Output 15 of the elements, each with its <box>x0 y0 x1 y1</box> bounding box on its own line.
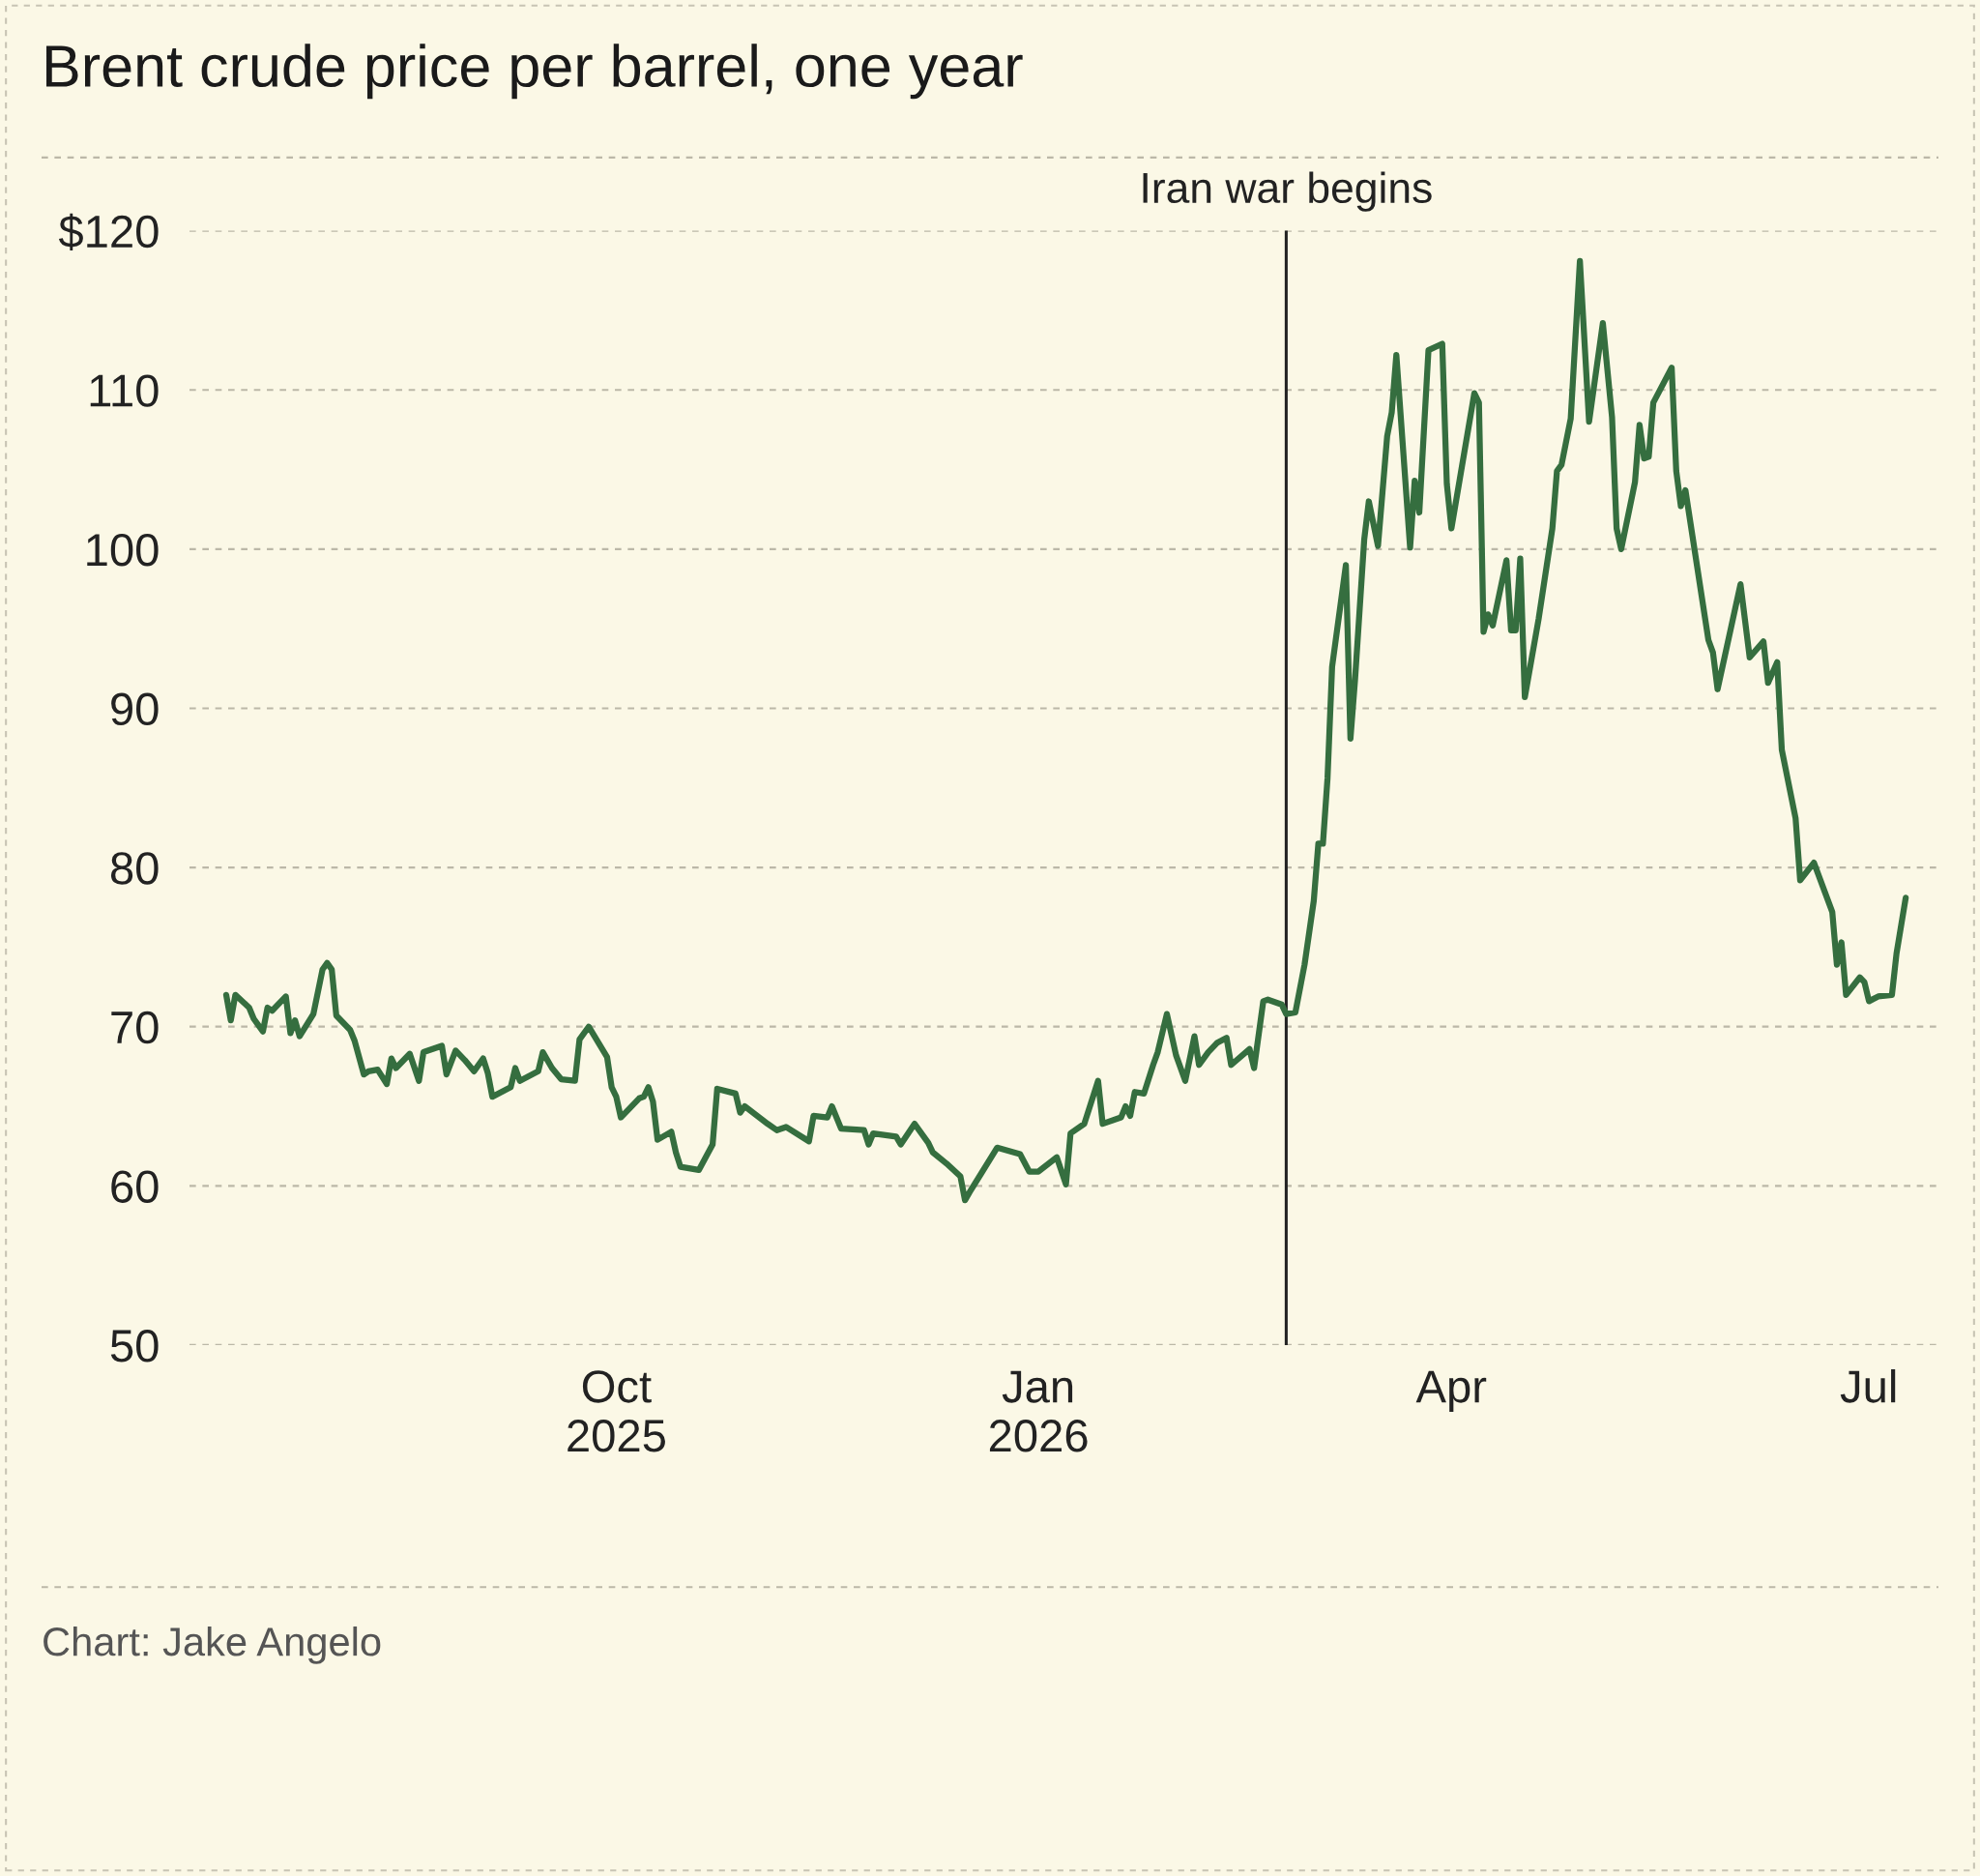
y-tick-label: 80 <box>110 852 159 885</box>
y-tick-label: 100 <box>87 534 159 567</box>
y-tick-label: $120 <box>58 213 159 251</box>
x-tick-label: Jan 2026 <box>989 1370 1088 1452</box>
ref-line-label: Iran war begins <box>1143 171 1432 212</box>
x-tick-label: Oct 2025 <box>568 1370 665 1452</box>
y-tick-label: 70 <box>111 1011 159 1044</box>
x-tick-label: Apr <box>1415 1370 1487 1412</box>
x-tick-label: Jul <box>1840 1368 1896 1403</box>
y-tick-label: 50 <box>110 1330 159 1363</box>
y-tick-label: 110 <box>90 374 159 407</box>
y-tick-label: 60 <box>111 1170 159 1203</box>
chart-title: Brent crude price per barrel, one year <box>46 44 1023 100</box>
y-tick-label: 90 <box>111 692 159 726</box>
text: Chart: Jake Angelo <box>44 1626 381 1664</box>
